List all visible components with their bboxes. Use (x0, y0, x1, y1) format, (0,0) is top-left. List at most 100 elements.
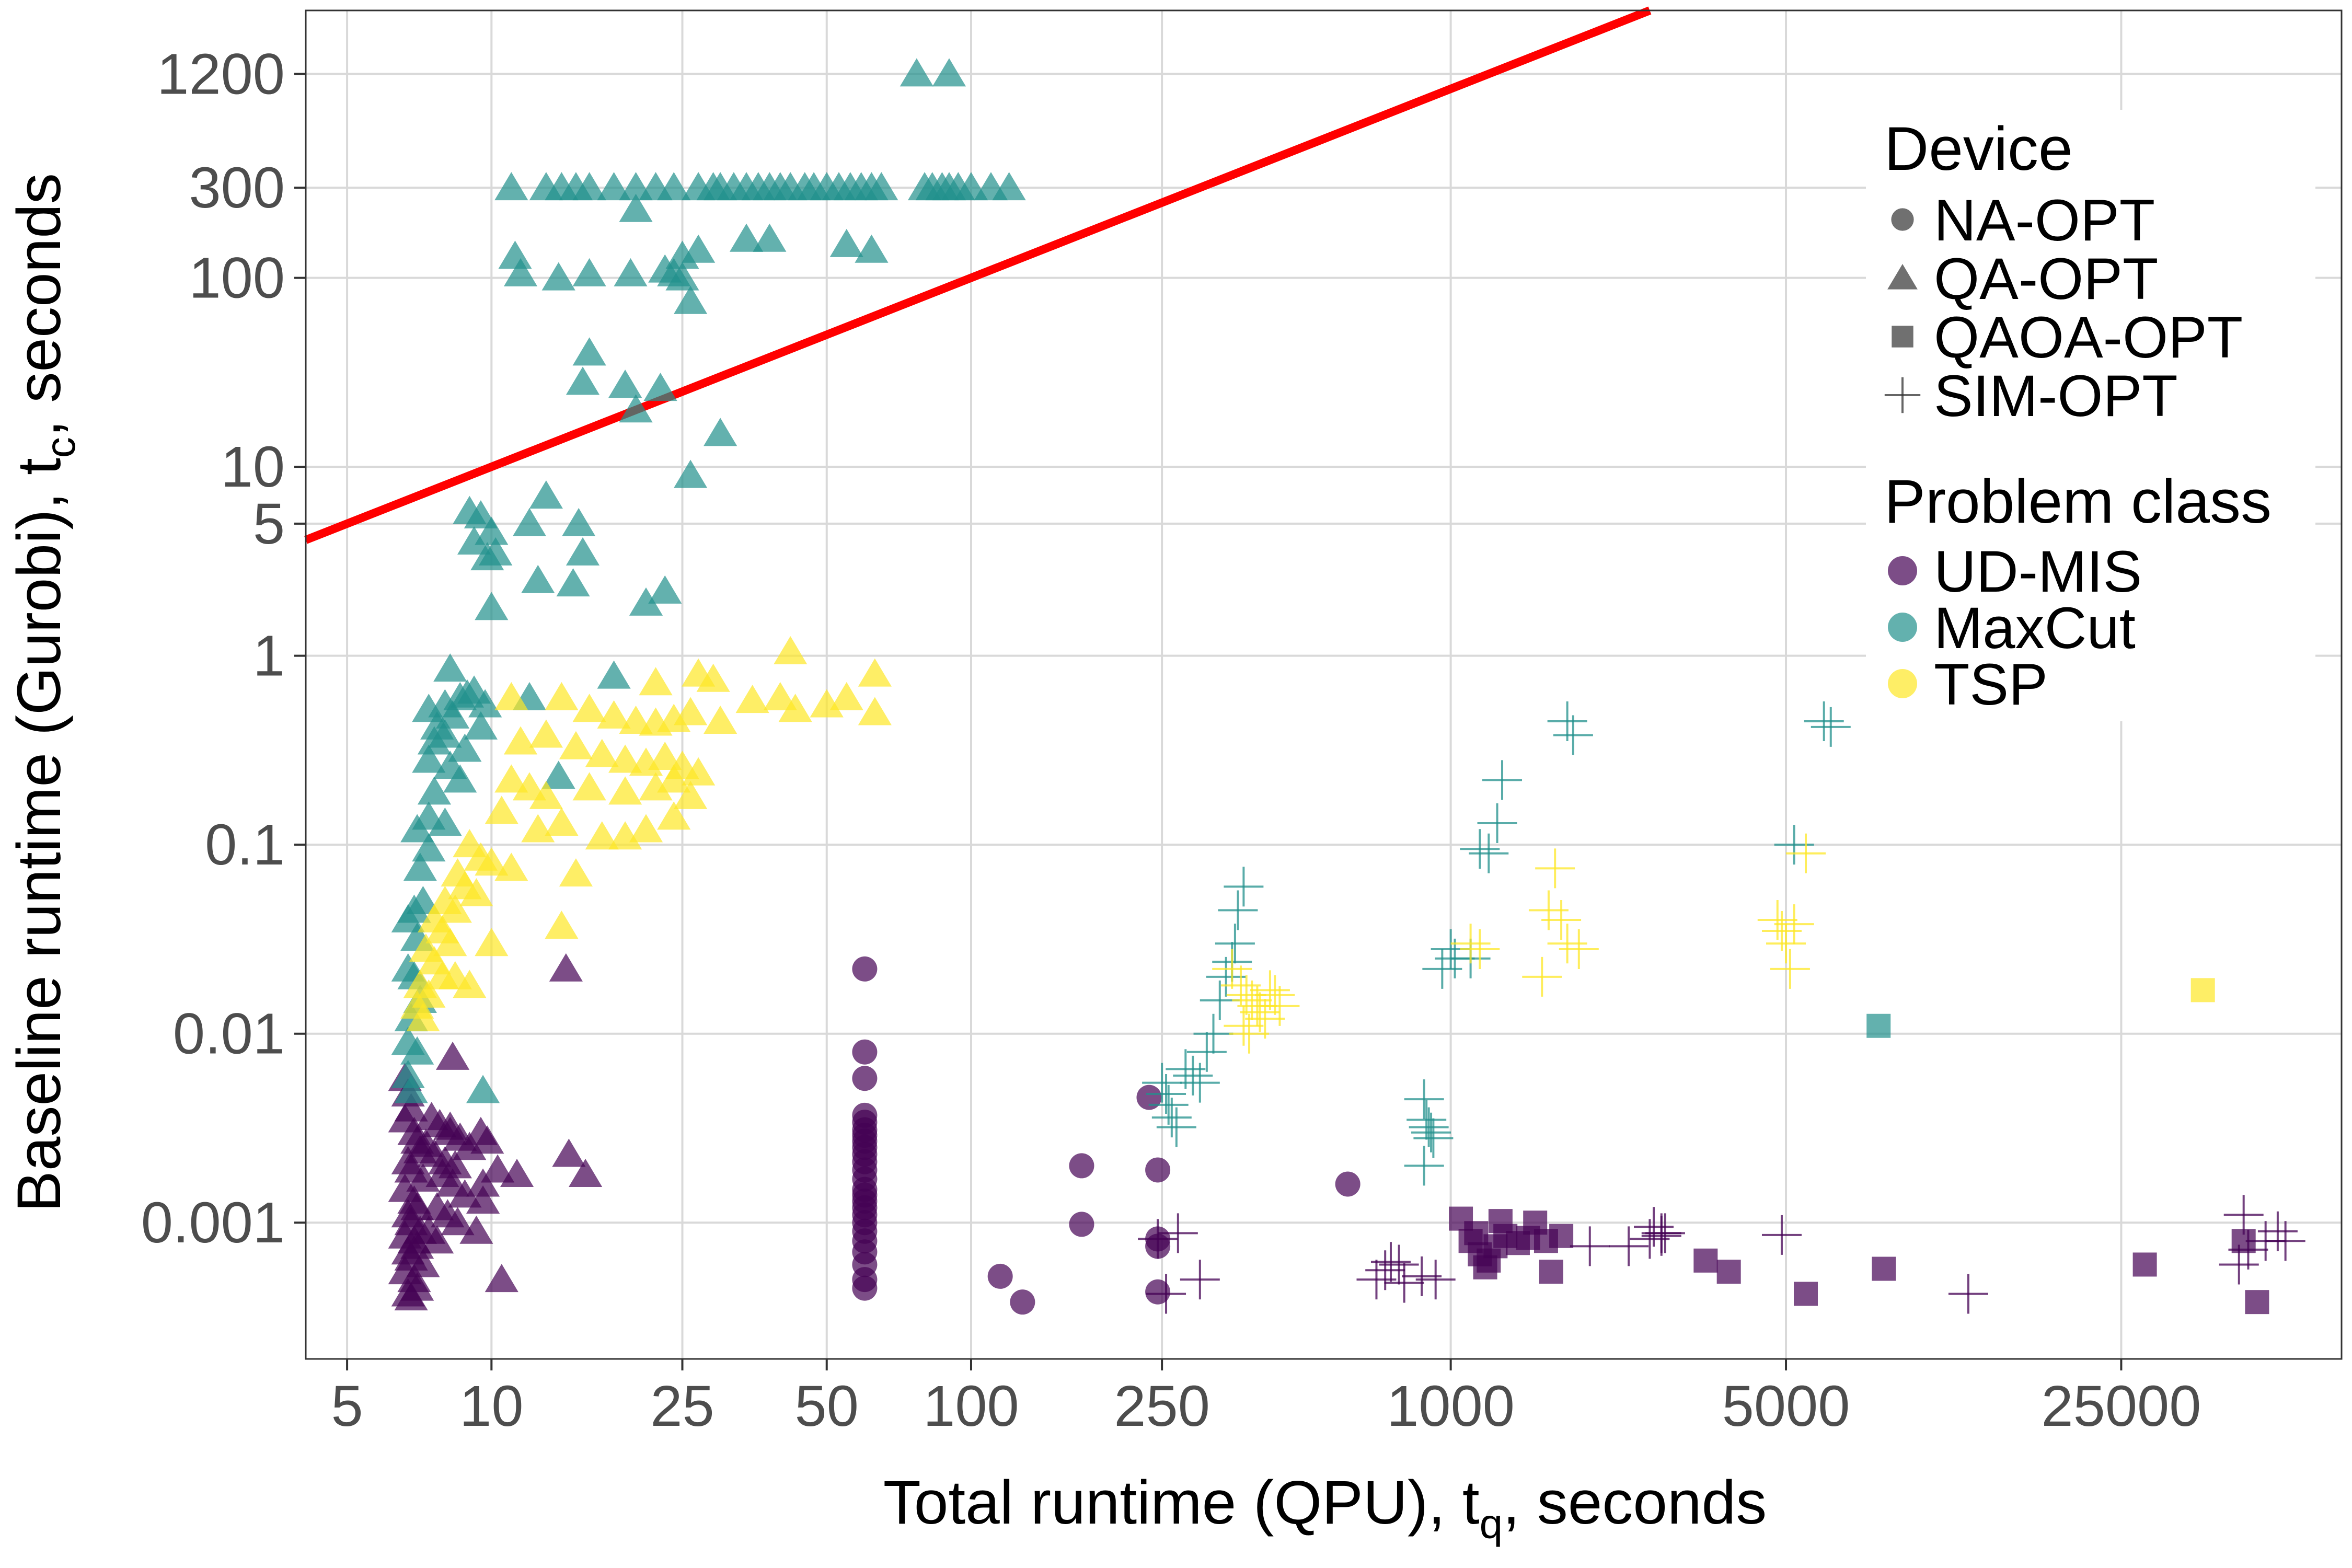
series-qa-opt-maxcut (391, 58, 1026, 1103)
point-qa-opt-maxcut-56 (643, 373, 677, 401)
x-tick-label-100: 100 (923, 1374, 1019, 1438)
legend-device-label-qa-opt: QA-OPT (1934, 246, 2158, 312)
y-axis-title: Baseline runtime (Gurobi), tc, seconds (5, 173, 84, 1212)
point-qa-opt-maxcut-7 (597, 172, 631, 201)
point-sim-opt-maxcut-26 (1477, 803, 1517, 843)
point-qa-opt-maxcut-46 (498, 240, 532, 269)
point-qa-opt-tsp-3 (545, 682, 579, 710)
point-qa-opt-maxcut-48 (541, 262, 575, 291)
point-qa-opt-tsp-57 (433, 928, 467, 956)
point-qa-opt-ud-mis-26 (394, 1282, 428, 1311)
point-qaoa-opt-ud-mis-14 (1473, 1255, 1497, 1279)
point-sim-opt-tsp-17 (1559, 929, 1599, 970)
point-qa-opt-tsp-6 (696, 663, 730, 692)
point-qa-opt-tsp-22 (559, 731, 593, 759)
point-qa-opt-maxcut-65 (512, 508, 547, 536)
point-qa-opt-tsp-18 (674, 697, 708, 725)
point-qa-opt-tsp-50 (459, 878, 493, 907)
point-sim-opt-tsp-7 (1250, 970, 1290, 1010)
point-qa-opt-ud-mis-54 (568, 1158, 603, 1187)
point-sim-opt-ud-mis-0 (1138, 1219, 1178, 1259)
point-qaoa-opt-ud-mis-13 (1549, 1224, 1574, 1248)
y-tick-label-1: 1 (253, 624, 285, 688)
point-qa-opt-maxcut-110 (433, 653, 467, 682)
point-qa-opt-maxcut-111 (466, 1075, 500, 1103)
point-qaoa-opt-maxcut-0 (1866, 1013, 1891, 1038)
x-tick-label-5: 5 (331, 1374, 363, 1438)
point-qa-opt-maxcut-109 (597, 660, 631, 689)
point-qa-opt-maxcut-105 (394, 1075, 428, 1103)
point-sim-opt-maxcut-27 (1482, 760, 1523, 800)
point-sim-opt-ud-mis-1 (1146, 1274, 1186, 1314)
point-qa-opt-tsp-26 (648, 741, 682, 770)
point-qa-opt-maxcut-69 (521, 564, 555, 593)
point-qa-opt-tsp-24 (608, 744, 642, 773)
point-sim-opt-ud-mis-7 (1379, 1244, 1419, 1285)
x-tick-label-25: 25 (650, 1374, 714, 1438)
point-qa-opt-maxcut-108 (541, 760, 575, 789)
point-qa-opt-ud-mis-49 (466, 1168, 500, 1197)
x-tick-label-1000: 1000 (1387, 1374, 1515, 1438)
point-sim-opt-ud-mis-6 (1370, 1242, 1411, 1282)
point-qa-opt-tsp-40 (585, 821, 619, 850)
point-qa-opt-maxcut-38 (829, 228, 863, 257)
point-qa-opt-maxcut-36 (729, 223, 764, 252)
point-qa-opt-maxcut-53 (566, 366, 600, 395)
point-qa-opt-tsp-11 (829, 682, 863, 710)
point-sim-opt-maxcut-32 (1811, 707, 1851, 747)
point-sim-opt-maxcut-16 (1404, 1079, 1444, 1120)
point-sim-opt-ud-mis-18 (1761, 1215, 1802, 1255)
legend-device-key-sim-opt (1884, 377, 1921, 413)
point-qa-opt-tsp-34 (639, 772, 673, 801)
legend-device-qa-opt: QA-OPT (1887, 246, 2158, 312)
legend-device-key-qaoa-opt (1892, 326, 1913, 348)
point-qa-opt-ud-mis-50 (435, 1041, 470, 1070)
point-qa-opt-maxcut-88 (417, 776, 452, 805)
point-qa-opt-tsp-47 (494, 852, 528, 881)
legend-device-title: Device (1884, 114, 2073, 183)
point-qa-opt-tsp-53 (559, 858, 593, 887)
point-qa-opt-maxcut-52 (572, 337, 606, 366)
point-sim-opt-maxcut-21 (1404, 1146, 1444, 1186)
point-qa-opt-tsp-52 (438, 894, 472, 923)
point-qa-opt-tsp-29 (494, 764, 528, 793)
point-qa-opt-maxcut-87 (443, 764, 477, 793)
y-tick-label-10: 10 (221, 435, 285, 499)
point-qa-opt-maxcut-35 (992, 172, 1026, 201)
series-qaoa-opt-tsp (2190, 978, 2215, 1002)
y-tick-label-1200: 1200 (157, 42, 285, 106)
point-sim-opt-maxcut-29 (1553, 715, 1593, 755)
y-tick-label-0.001: 0.001 (141, 1191, 285, 1255)
point-na-opt-ud-mis-1 (852, 1039, 878, 1065)
point-qa-opt-tsp-12 (858, 697, 892, 725)
point-qa-opt-maxcut-73 (629, 587, 663, 616)
point-qa-opt-tsp-66 (453, 970, 487, 998)
point-sim-opt-maxcut-31 (1804, 701, 1844, 742)
point-sim-opt-maxcut-11 (1206, 956, 1246, 997)
point-sim-opt-tsp-10 (1224, 1006, 1264, 1046)
point-qa-opt-maxcut-50 (614, 258, 648, 286)
point-sim-opt-tsp-11 (1229, 1013, 1270, 1054)
point-sim-opt-maxcut-25 (1469, 833, 1509, 873)
point-sim-opt-ud-mis-10 (1415, 1260, 1456, 1300)
point-sim-opt-ud-mis-11 (1570, 1226, 1610, 1266)
point-na-opt-ud-mis-2 (852, 1066, 878, 1091)
point-qaoa-opt-ud-mis-12 (1539, 1260, 1563, 1284)
point-qa-opt-tsp-39 (545, 807, 579, 836)
point-qa-opt-maxcut-71 (648, 575, 682, 604)
reference-line-group (304, 6, 1652, 544)
point-qa-opt-maxcut-45 (665, 262, 699, 291)
point-sim-opt-tsp-15 (1541, 900, 1582, 940)
point-sim-opt-maxcut-3 (1151, 1098, 1192, 1138)
series-qaoa-opt-ud-mis (1449, 1206, 2269, 1315)
point-na-opt-ud-mis-28 (1069, 1212, 1094, 1237)
point-qa-opt-maxcut-77 (468, 689, 502, 718)
point-qa-opt-tsp-67 (475, 928, 509, 956)
point-qa-opt-tsp-28 (682, 757, 716, 786)
series-sim-opt-maxcut (1142, 701, 1851, 1186)
point-qa-opt-ud-mis-42 (420, 1225, 454, 1254)
y-tick-label-0.1: 0.1 (205, 813, 285, 877)
point-sim-opt-tsp-9 (1260, 986, 1300, 1026)
